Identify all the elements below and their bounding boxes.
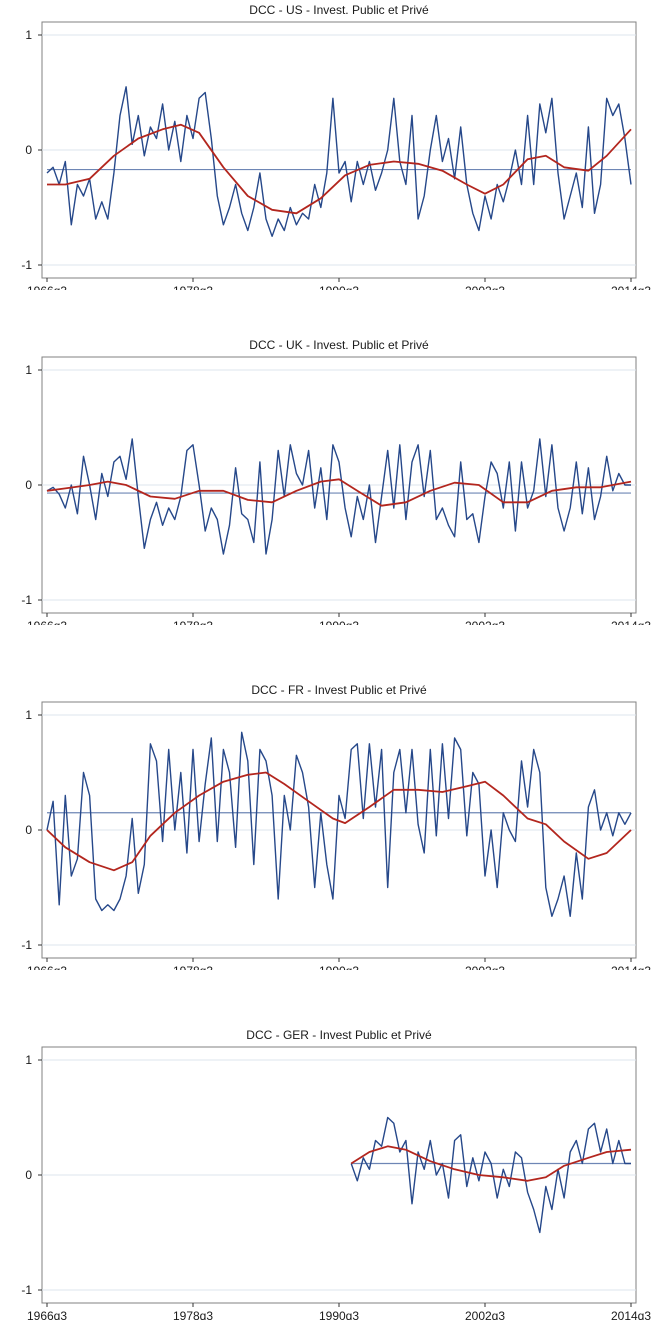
x-tick-label: 1966q3 — [27, 1309, 67, 1320]
x-tick-label: 1978q3 — [173, 284, 213, 290]
chart-title: DCC - US - Invest. Public et Privé — [249, 3, 429, 17]
x-tick-label: 2014q3 — [611, 1309, 651, 1320]
x-tick-label: 1990q3 — [319, 284, 359, 290]
y-tick-label: 0 — [25, 823, 32, 837]
x-tick-label: 1978q3 — [173, 1309, 213, 1320]
y-tick-label: -1 — [21, 258, 32, 272]
y-tick-label: 1 — [25, 1053, 32, 1067]
y-tick-label: 0 — [25, 478, 32, 492]
chart-panel-uk: DCC - UK - Invest. Public et Privé 1 0 -1 19… — [0, 335, 665, 625]
y-tick-label: -1 — [21, 593, 32, 607]
dcc-series-line — [350, 1116, 631, 1234]
y-tick-label: -1 — [21, 1283, 32, 1297]
chart-title: DCC - FR - Invest Public et Privé — [251, 683, 427, 697]
trend-line — [350, 1145, 632, 1182]
x-tick-label: 1978q3 — [173, 964, 213, 970]
y-tick-label: 0 — [25, 143, 32, 157]
y-tick-label: 1 — [25, 28, 32, 42]
dcc-series-line — [46, 86, 632, 238]
x-tick-label: 1990q3 — [319, 619, 359, 625]
x-tick-label: 1966q3 — [27, 619, 67, 625]
chart-svg-ger: DCC - GER - Invest Public et Privé 1 0 -1 19… — [21, 1028, 651, 1320]
dcc-series-line — [46, 438, 631, 555]
trend-line — [46, 771, 632, 872]
trend-line — [46, 478, 632, 507]
x-tick-label: 1990q3 — [319, 964, 359, 970]
chart-panel-ger: DCC - GER - Invest Public et Privé 1 0 -1 19… — [0, 1025, 665, 1320]
y-tick-label: 1 — [25, 708, 32, 722]
chart-title: DCC - GER - Invest Public et Privé — [246, 1028, 432, 1042]
x-tick-label: 1966q3 — [27, 964, 67, 970]
chart-svg-us: DCC - US - Invest. Public et Privé 1 0 -1 19… — [21, 3, 651, 290]
dcc-series-line — [46, 731, 632, 918]
chart-title: DCC - UK - Invest. Public et Privé — [249, 338, 429, 352]
x-tick-label: 2014q3 — [611, 284, 651, 290]
chart-svg-uk: DCC - UK - Invest. Public et Privé 1 0 -1 19… — [21, 338, 651, 625]
trend-line — [47, 123, 632, 215]
y-tick-label: 1 — [25, 363, 32, 377]
chart-panel-fr: DCC - FR - Invest Public et Privé 1 0 -1 196… — [0, 680, 665, 970]
x-tick-label: 1990q3 — [319, 1309, 359, 1320]
y-tick-label: -1 — [21, 938, 32, 952]
x-tick-label: 1966q3 — [27, 284, 67, 290]
chart-panel-us: DCC - US - Invest. Public et Privé 1 0 -1 19… — [0, 0, 665, 290]
x-tick-label: 2002q3 — [465, 619, 505, 625]
x-tick-label: 2014q3 — [611, 964, 651, 970]
x-tick-label: 1978q3 — [173, 619, 213, 625]
x-tick-label: 2002q3 — [465, 964, 505, 970]
x-tick-label: 2002q3 — [465, 284, 505, 290]
x-tick-label: 2002q3 — [465, 1309, 505, 1320]
chart-svg-fr: DCC - FR - Invest Public et Privé 1 0 -1 196… — [21, 683, 651, 970]
x-tick-label: 2014q3 — [611, 619, 651, 625]
y-tick-label: 0 — [25, 1168, 32, 1182]
